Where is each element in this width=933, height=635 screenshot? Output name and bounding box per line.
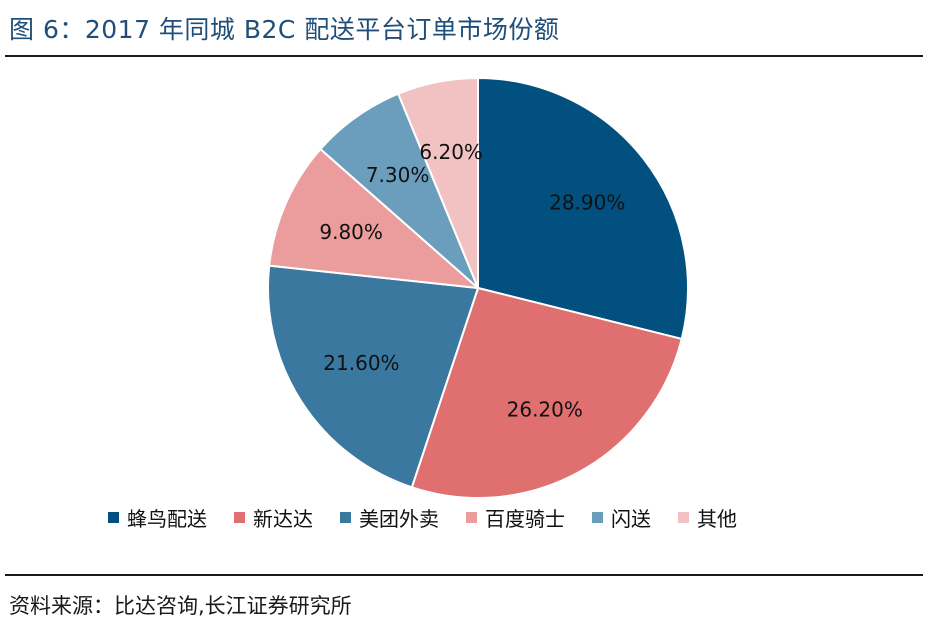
legend-item-2: 新达达 xyxy=(234,503,313,532)
legend-item-3: 美团外卖 xyxy=(340,503,439,532)
pie-data-label-4: 9.80% xyxy=(319,220,383,244)
pie-data-label-5: 7.30% xyxy=(366,163,430,187)
pie-data-label-6: 6.20% xyxy=(419,140,483,164)
pie-data-label-1: 28.90% xyxy=(549,191,625,215)
pie-data-labels: 28.90% 26.20% 21.60% 9.80% 7.30%6.20% xyxy=(319,140,625,421)
figure-title: 图 6：2017 年同城 B2C 配送平台订单市场份额 xyxy=(9,15,560,44)
pie-chart: 28.90% 26.20% 21.60% 9.80% 7.30%6.20% xyxy=(267,76,689,499)
legend-swatch xyxy=(592,512,603,523)
pie-slice-6 xyxy=(396,76,479,289)
legend-item-4: 百度骑士 xyxy=(466,503,565,532)
legend-label: 蜂鸟配送 xyxy=(127,507,207,531)
legend-label: 闪送 xyxy=(611,507,651,531)
legend-swatch xyxy=(466,512,477,523)
source-divider xyxy=(5,574,923,576)
legend-swatch xyxy=(108,512,119,523)
pie-slice-1 xyxy=(477,76,689,341)
legend-item-1: 蜂鸟配送 xyxy=(108,503,207,532)
pie-data-label-2: 26.20% xyxy=(507,397,583,421)
legend-swatch xyxy=(340,512,351,523)
pie-slice-2 xyxy=(410,286,683,499)
legend-item-6: 其他 xyxy=(678,503,737,532)
pie-data-label-3: 21.60% xyxy=(323,351,399,375)
legend-label: 美团外卖 xyxy=(359,507,439,531)
legend-swatch xyxy=(678,512,689,523)
title-divider xyxy=(5,55,923,57)
legend-item-5: 闪送 xyxy=(592,503,651,532)
pie-slice-3 xyxy=(267,264,480,489)
legend-swatch xyxy=(234,512,245,523)
chart-legend: 蜂鸟配送 新达达 美团外卖 百度骑士 闪送 其他 xyxy=(108,503,764,532)
legend-label: 新达达 xyxy=(253,507,313,531)
legend-label: 其他 xyxy=(697,507,737,531)
pie-slice-4 xyxy=(268,147,482,290)
source-note: 资料来源：比达咨询,长江证券研究所 xyxy=(9,594,352,618)
legend-label: 百度骑士 xyxy=(485,507,565,531)
pie-slices xyxy=(267,76,689,499)
